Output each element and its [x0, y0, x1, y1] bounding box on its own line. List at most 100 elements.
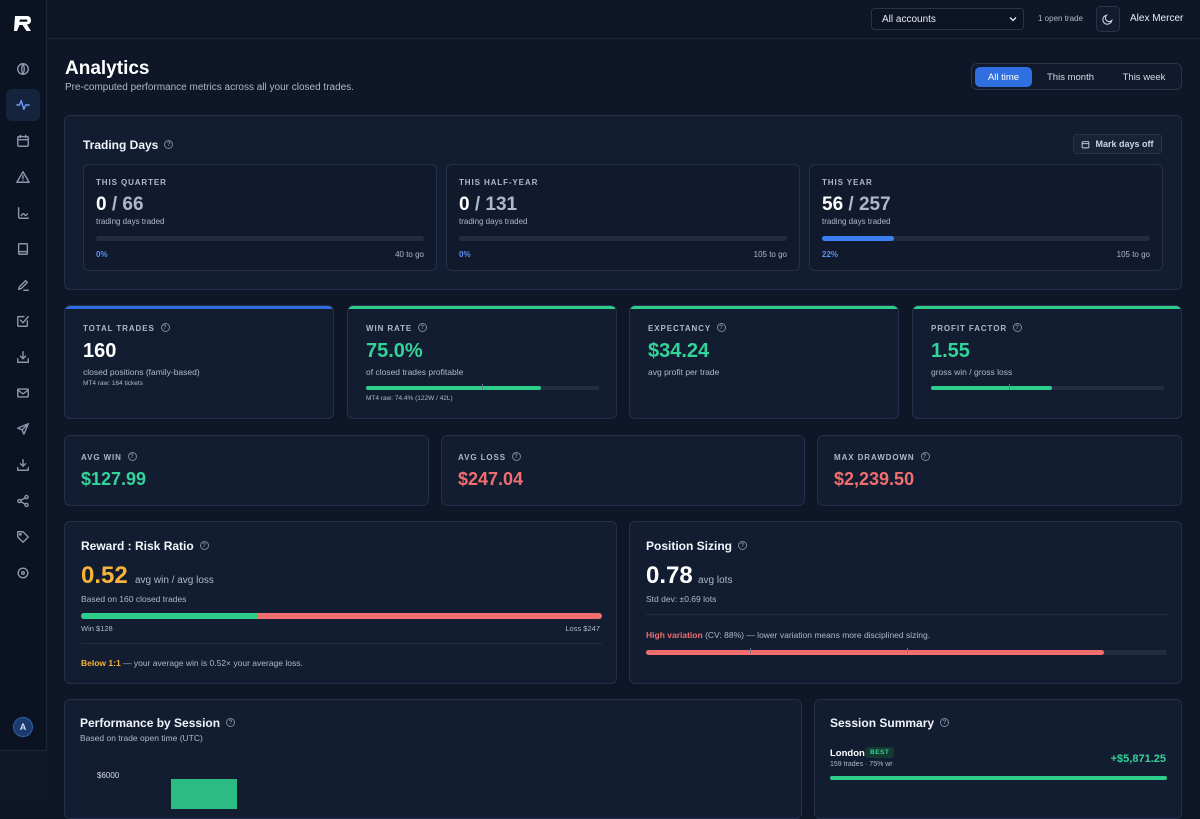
- period-to-go: 105 to go: [1116, 250, 1150, 259]
- help-icon[interactable]: ?: [127, 452, 137, 462]
- help-icon[interactable]: ?: [717, 323, 727, 333]
- metric-description: avg profit per trade: [648, 367, 720, 377]
- period-progress-bar: [459, 236, 787, 241]
- top-bar: All accounts 1 open trade Alex Mercer: [47, 0, 1200, 39]
- checkbox-icon[interactable]: [10, 308, 36, 334]
- metric-label: EXPECTANCY?: [648, 323, 727, 333]
- help-icon[interactable]: ?: [160, 323, 170, 333]
- pen-icon[interactable]: [10, 272, 36, 298]
- theme-toggle-button[interactable]: [1096, 6, 1120, 32]
- metric-label-text: PROFIT FACTOR: [931, 324, 1007, 333]
- position-sizing-title: Position Sizing?: [646, 539, 747, 553]
- metric-label: TOTAL TRADES?: [83, 323, 170, 333]
- send-icon[interactable]: [10, 416, 36, 442]
- share-icon[interactable]: [10, 488, 36, 514]
- period-count: 56: [822, 194, 844, 215]
- alert-triangle-icon[interactable]: [10, 164, 36, 190]
- variation-fill: [646, 650, 1105, 655]
- help-icon[interactable]: ?: [920, 452, 930, 462]
- chevron-down-icon: [1009, 17, 1017, 22]
- position-sizing-std-dev: Std dev: ±0.69 lots: [646, 594, 717, 604]
- period-to-go: 40 to go: [395, 250, 424, 259]
- metric-value: $34.24: [648, 340, 710, 362]
- reward-risk-unit: avg win / avg loss: [135, 575, 214, 586]
- account-select[interactable]: All accounts: [871, 8, 1024, 30]
- metric-label-text: WIN RATE: [366, 324, 413, 333]
- best-badge: BEST: [865, 747, 895, 758]
- period-value: 0 / 131: [459, 194, 517, 216]
- period-label: THIS YEAR: [822, 178, 873, 187]
- bar-tick: [750, 648, 751, 653]
- mail-icon[interactable]: [10, 380, 36, 406]
- avg-win-card: AVG WIN? $127.99: [64, 435, 429, 506]
- download-icon[interactable]: [10, 344, 36, 370]
- variation-bar: [646, 648, 1167, 655]
- avatar[interactable]: A: [13, 717, 33, 737]
- help-icon[interactable]: ?: [418, 323, 428, 333]
- target-icon[interactable]: [10, 560, 36, 586]
- reward-risk-value: 0.52: [81, 562, 128, 589]
- max-drawdown-card: MAX DRAWDOWN? $2,239.50: [817, 435, 1182, 506]
- reward-risk-note: Below 1:1 — your average win is 0.52× yo…: [81, 658, 303, 668]
- performance-by-session-card: Performance by Session? Based on trade o…: [64, 699, 802, 819]
- metric-label: WIN RATE?: [366, 323, 428, 333]
- help-icon[interactable]: ?: [226, 718, 236, 728]
- period-total: / 131: [474, 194, 518, 215]
- help-icon[interactable]: ?: [738, 541, 747, 551]
- session-pnl-bar: [830, 776, 1167, 780]
- performance-by-session-title-text: Performance by Session: [80, 716, 221, 730]
- tag-icon[interactable]: [10, 524, 36, 550]
- app-logo[interactable]: [12, 12, 34, 34]
- trading-days-title: Trading Days?: [83, 138, 174, 152]
- position-sizing-note-text: (CV: 88%) — lower variation means more d…: [705, 630, 931, 640]
- period-caption: trading days traded: [822, 217, 891, 226]
- session-pnl: +$5,871.25: [1110, 753, 1166, 765]
- position-sizing-value: 0.78: [646, 562, 693, 589]
- book-icon[interactable]: [10, 236, 36, 262]
- calendar-icon[interactable]: [10, 128, 36, 154]
- session-summary-title-text: Session Summary: [830, 716, 935, 730]
- profit-factor-card: PROFIT FACTOR? 1.55 gross win / gross lo…: [912, 305, 1182, 419]
- help-icon[interactable]: ?: [511, 452, 521, 462]
- loss-legend: Loss $247: [565, 624, 600, 633]
- chart-steps-icon[interactable]: [10, 200, 36, 226]
- tab-this-week[interactable]: This week: [1122, 71, 1166, 83]
- help-icon[interactable]: ?: [164, 140, 174, 150]
- period-progress-bar: [822, 236, 1150, 241]
- card-accent: [348, 306, 616, 309]
- performance-by-session-subtitle: Based on trade open time (UTC): [80, 733, 203, 743]
- card-accent: [630, 306, 898, 309]
- open-trade-count[interactable]: 1 open trade: [1038, 14, 1083, 23]
- activity-icon[interactable]: [6, 89, 40, 121]
- stat-label: AVG LOSS?: [458, 452, 521, 462]
- mark-days-off-button[interactable]: Mark days off: [1073, 134, 1162, 154]
- divider: [646, 614, 1167, 615]
- globe-icon[interactable]: [10, 56, 36, 82]
- help-icon[interactable]: ?: [940, 718, 950, 728]
- help-icon[interactable]: ?: [199, 541, 209, 551]
- expectancy-card: EXPECTANCY? $34.24 avg profit per trade: [629, 305, 899, 419]
- period-value: 0 / 66: [96, 194, 144, 216]
- stat-value: $247.04: [458, 469, 524, 489]
- period-count: 0: [459, 194, 470, 215]
- period-percent: 0%: [459, 250, 471, 259]
- total-trades-card: TOTAL TRADES? 160 closed positions (fami…: [64, 305, 334, 419]
- help-icon[interactable]: ?: [1013, 323, 1022, 333]
- metric-description: closed positions (family-based): [83, 367, 200, 377]
- performance-by-session-title: Performance by Session?: [80, 716, 236, 730]
- session-name: London: [830, 748, 865, 759]
- download-tray-icon[interactable]: [10, 452, 36, 478]
- metric-value: 75.0%: [366, 340, 423, 362]
- reward-risk-card: Reward : Risk Ratio? 0.52 avg win / avg …: [64, 521, 617, 684]
- sidebar: A: [0, 0, 47, 800]
- metric-raw: MT4 raw: 74.4% (122W / 42L): [366, 395, 453, 402]
- user-name[interactable]: Alex Mercer: [1130, 13, 1184, 24]
- period-caption: trading days traded: [459, 217, 528, 226]
- tab-this-month[interactable]: This month: [1047, 71, 1094, 83]
- bar-midpoint-tick: [482, 384, 483, 390]
- chart-bar-london[interactable]: [171, 779, 237, 809]
- reward-risk-flag: Below 1:1: [81, 658, 121, 668]
- stat-label-text: AVG LOSS: [458, 453, 506, 462]
- tab-all-time[interactable]: All time: [975, 67, 1032, 87]
- trading-days-title-text: Trading Days: [83, 138, 159, 152]
